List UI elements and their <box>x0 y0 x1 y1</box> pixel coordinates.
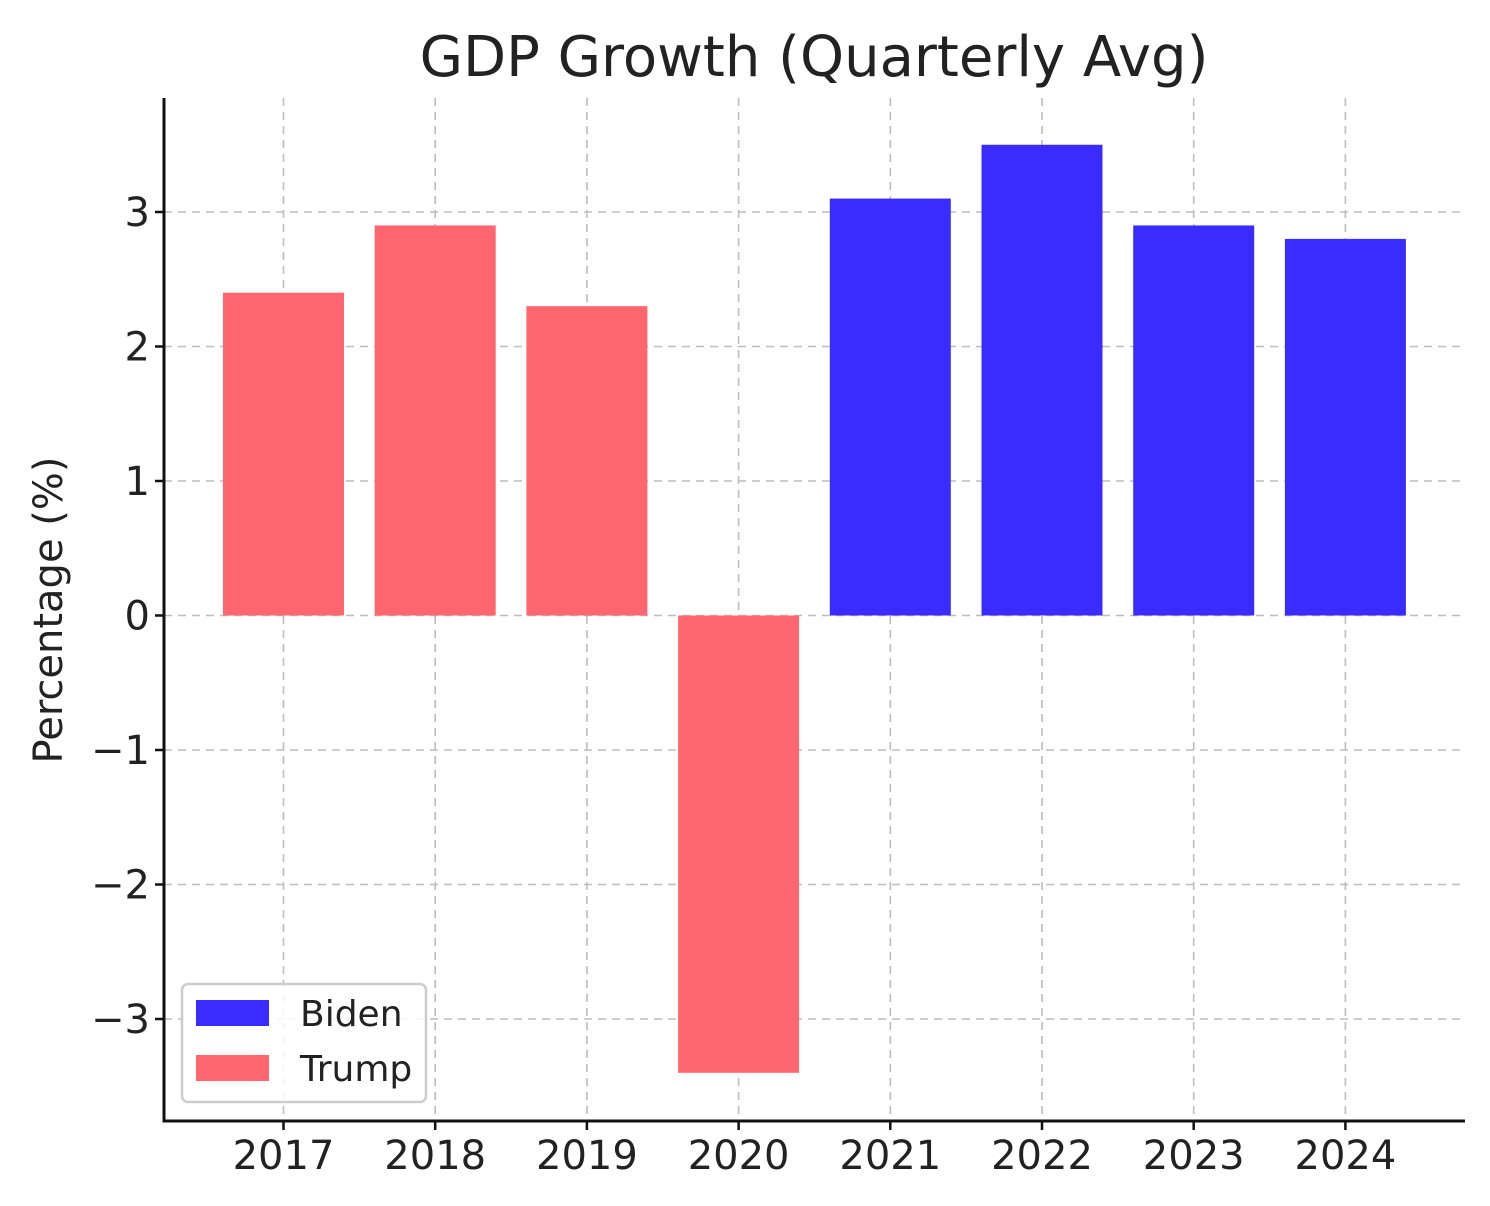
y-tick-label: 2 <box>125 325 150 371</box>
x-tick-label: 2023 <box>1143 1133 1245 1179</box>
axes <box>162 98 1465 1123</box>
bar-2018 <box>374 225 496 616</box>
legend-swatch-biden <box>196 1000 269 1026</box>
y-tick-label: 1 <box>125 459 150 505</box>
y-axis-label: Percentage (%) <box>26 457 72 764</box>
legend-label-trump: Trump <box>299 1049 412 1090</box>
legend-swatch-trump <box>196 1055 269 1081</box>
x-tick-label: 2019 <box>536 1133 638 1179</box>
x-tick-label: 2020 <box>688 1133 790 1179</box>
grid-lines <box>164 98 1465 1121</box>
bar-2021 <box>829 198 951 616</box>
y-tick-label: −3 <box>91 997 150 1043</box>
bar-2023 <box>1133 225 1255 616</box>
x-tick-label: 2022 <box>991 1133 1093 1179</box>
bar-2024 <box>1284 238 1406 616</box>
x-tick-label: 2021 <box>839 1133 941 1179</box>
y-tick-label: 0 <box>125 594 150 640</box>
legend-label-biden: Biden <box>300 994 403 1035</box>
chart-title: GDP Growth (Quarterly Avg) <box>420 25 1209 90</box>
x-tick-label: 2024 <box>1295 1133 1397 1179</box>
x-tick-label: 2017 <box>233 1133 335 1179</box>
bar-2017 <box>223 292 344 616</box>
x-tick-label: 2018 <box>384 1133 486 1179</box>
tick-labels: −3 −2 −1 0 1 2 3 2017 2018 2019 2020 2021 2022 2023 20… <box>91 190 1396 1179</box>
bar-2020 <box>678 615 800 1073</box>
legend: Biden Trump <box>180 982 428 1104</box>
bar-2022 <box>981 144 1103 616</box>
y-tick-label: −1 <box>91 728 150 774</box>
y-tick-label: 3 <box>125 190 150 236</box>
bar-2019 <box>526 306 648 616</box>
y-tick-label: −2 <box>91 863 150 909</box>
bars <box>223 144 1406 1073</box>
